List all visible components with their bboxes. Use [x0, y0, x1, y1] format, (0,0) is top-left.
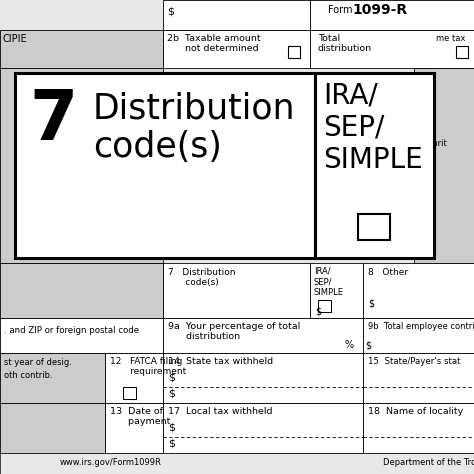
Text: 7   Distribution
      code(s): 7 Distribution code(s) — [168, 268, 236, 287]
Text: Distribution
code(s): Distribution code(s) — [93, 91, 296, 164]
Bar — [163, 30, 310, 68]
Bar — [123, 387, 136, 399]
Text: 8   Other: 8 Other — [368, 268, 408, 277]
Bar — [288, 46, 300, 58]
Text: %: % — [345, 340, 354, 350]
Text: Department of the Tro: Department of the Tro — [383, 458, 474, 467]
Text: me tax: me tax — [436, 34, 465, 43]
Bar — [0, 0, 474, 30]
Text: 9a  Your percentage of total
      distribution: 9a Your percentage of total distribution — [168, 322, 300, 341]
Bar — [0, 403, 105, 453]
Text: ed
n in
securit: ed n in securit — [419, 118, 448, 148]
Bar — [456, 46, 468, 58]
Text: $: $ — [368, 299, 374, 309]
Text: Total
distribution: Total distribution — [318, 34, 372, 54]
Bar — [0, 353, 105, 403]
Text: 17  Local tax withheld: 17 Local tax withheld — [168, 407, 273, 416]
Bar — [315, 73, 434, 258]
Text: 15  State/Payer's stat: 15 State/Payer's stat — [368, 357, 461, 366]
Bar — [310, 0, 474, 30]
Text: 13  Date of
      payment: 13 Date of payment — [110, 407, 170, 427]
Text: www.irs.gov/Form1099R: www.irs.gov/Form1099R — [60, 458, 162, 467]
Text: $: $ — [167, 6, 174, 16]
Bar — [310, 263, 363, 318]
Text: st year of desig.: st year of desig. — [4, 358, 72, 367]
Bar — [0, 68, 163, 263]
Bar — [163, 263, 310, 318]
Text: oth contrib.: oth contrib. — [4, 371, 53, 380]
Text: $: $ — [315, 307, 321, 317]
Bar — [0, 30, 163, 68]
Bar — [163, 403, 363, 453]
Text: $: $ — [168, 423, 175, 433]
Bar — [363, 353, 474, 403]
Text: $: $ — [168, 389, 175, 399]
Text: CIPIE: CIPIE — [3, 34, 27, 44]
Text: 7: 7 — [29, 87, 77, 154]
Bar — [163, 0, 310, 30]
Text: 1099-R: 1099-R — [352, 3, 407, 17]
Text: $: $ — [168, 439, 175, 449]
Text: 12   FATCA filing
       requirement: 12 FATCA filing requirement — [110, 357, 186, 376]
Bar — [0, 453, 474, 474]
Bar — [105, 353, 163, 403]
Text: $: $ — [365, 340, 371, 350]
Text: 18  Name of locality: 18 Name of locality — [368, 407, 463, 416]
Text: IRA/
SEP/
SIMPLE: IRA/ SEP/ SIMPLE — [314, 267, 344, 297]
Bar — [414, 68, 474, 263]
Bar — [15, 73, 315, 258]
Bar — [163, 353, 363, 403]
Text: . and ZIP or foreign postal code: . and ZIP or foreign postal code — [4, 326, 139, 335]
Bar — [105, 403, 163, 453]
Bar — [163, 318, 363, 353]
Text: Form: Form — [328, 5, 356, 15]
Bar — [363, 263, 474, 318]
Text: 2b  Taxable amount
      not determined: 2b Taxable amount not determined — [167, 34, 261, 54]
Bar — [310, 30, 474, 68]
Text: IRA/
SEP/
SIMPLE: IRA/ SEP/ SIMPLE — [323, 81, 423, 174]
Bar — [363, 318, 474, 353]
Text: $: $ — [168, 373, 175, 383]
Bar — [363, 403, 474, 453]
Text: 9b  Total employee contrib: 9b Total employee contrib — [368, 322, 474, 331]
Text: 14  State tax withheld: 14 State tax withheld — [168, 357, 273, 366]
Bar — [0, 318, 163, 353]
Bar — [358, 214, 390, 240]
Bar — [0, 263, 163, 318]
Bar — [0, 68, 474, 263]
Bar — [318, 300, 331, 312]
